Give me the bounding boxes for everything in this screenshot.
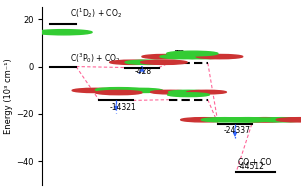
Text: C($^1$D$_2$) + CO$_2$: C($^1$D$_2$) + CO$_2$	[70, 6, 123, 20]
Circle shape	[95, 90, 142, 95]
Circle shape	[125, 60, 172, 64]
Text: -14321: -14321	[109, 102, 136, 112]
Circle shape	[187, 90, 226, 94]
Circle shape	[196, 54, 243, 59]
Text: TS: TS	[174, 50, 185, 60]
Text: C($^3$P$_0$) + CO$_2$: C($^3$P$_0$) + CO$_2$	[70, 51, 121, 65]
Circle shape	[151, 90, 190, 94]
Circle shape	[276, 118, 305, 122]
Text: CO + CO: CO + CO	[238, 158, 271, 167]
Circle shape	[160, 54, 206, 59]
Text: -428: -428	[134, 67, 151, 76]
Circle shape	[167, 93, 209, 97]
Circle shape	[116, 88, 163, 93]
Circle shape	[167, 51, 218, 56]
Circle shape	[240, 118, 287, 122]
Circle shape	[35, 30, 92, 35]
Circle shape	[243, 118, 289, 122]
Circle shape	[258, 118, 305, 122]
Circle shape	[201, 118, 248, 122]
Y-axis label: Energy (10³ cm⁻¹): Energy (10³ cm⁻¹)	[4, 58, 13, 134]
Circle shape	[95, 88, 142, 92]
Circle shape	[181, 118, 227, 122]
Circle shape	[109, 60, 156, 64]
Circle shape	[141, 60, 187, 64]
Circle shape	[169, 90, 208, 94]
Circle shape	[226, 118, 272, 122]
Text: -24337: -24337	[223, 126, 250, 135]
Circle shape	[222, 118, 268, 122]
Circle shape	[178, 54, 224, 59]
Circle shape	[72, 88, 119, 93]
Text: -44512: -44512	[238, 162, 264, 171]
Circle shape	[142, 54, 188, 59]
